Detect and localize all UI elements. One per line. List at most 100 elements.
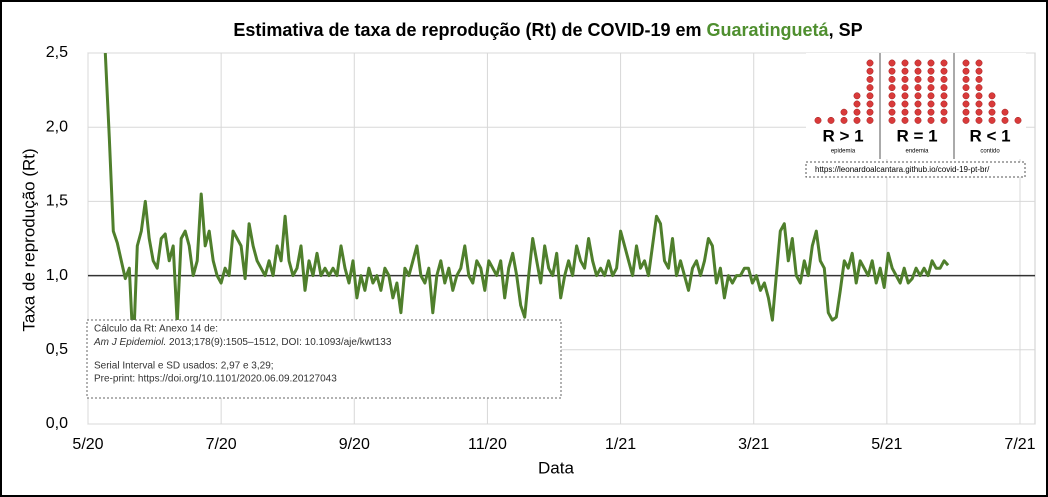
inset-dot <box>840 108 848 116</box>
inset-dot <box>888 92 896 100</box>
inset-dot <box>962 67 970 75</box>
inset-dot <box>940 75 948 83</box>
inset-dot <box>927 59 935 67</box>
inset-dot <box>901 67 909 75</box>
inset-dot <box>1001 116 1009 124</box>
inset-dot <box>901 59 909 67</box>
inset-dot <box>975 59 983 67</box>
inset-dot <box>940 100 948 108</box>
x-tick-label: 5/21 <box>871 436 902 453</box>
annotation: Cálculo da Rt: Anexo 14 de: Am J Epidemi… <box>86 319 562 399</box>
journal: Am J Epidemiol. <box>93 337 166 348</box>
title-text: Estimativa de taxa de reprodução (Rt) de… <box>233 20 706 40</box>
inset-dot <box>866 108 874 116</box>
inset-dot <box>914 116 922 124</box>
inset-dot <box>940 59 948 67</box>
y-axis-label: Taxa de reprodução (Rt) <box>19 148 38 331</box>
inset-dot <box>853 100 861 108</box>
inset-dot <box>927 92 935 100</box>
inset-dot <box>988 92 996 100</box>
inset-dot <box>914 108 922 116</box>
y-tick-label: 0,0 <box>46 415 68 432</box>
inset-dot <box>914 92 922 100</box>
y-tick-label: 2,5 <box>46 44 68 61</box>
inset-dot <box>901 108 909 116</box>
inset-dot <box>927 100 935 108</box>
inset-dot <box>914 100 922 108</box>
inset-dot <box>888 75 896 83</box>
inset-dot <box>975 108 983 116</box>
inset-dot <box>814 116 822 124</box>
inset-dot <box>888 108 896 116</box>
x-tick-label: 7/20 <box>206 436 237 453</box>
inset-dot <box>901 116 909 124</box>
inset-dot <box>940 92 948 100</box>
inset-dot <box>962 59 970 67</box>
inset-dot <box>975 116 983 124</box>
annotation-text: Serial Interval e SD usados: 2,97 e 3,29… <box>94 361 274 372</box>
x-tick-label: 3/21 <box>738 436 769 453</box>
inset-label: R < 1 <box>969 126 1010 145</box>
inset-dot <box>962 92 970 100</box>
annotation-box <box>86 319 562 399</box>
inset-dot <box>914 59 922 67</box>
inset-dot <box>866 59 874 67</box>
inset-dot <box>866 75 874 83</box>
url-box <box>805 161 1026 178</box>
inset-dot <box>914 75 922 83</box>
inset-dot <box>975 75 983 83</box>
inset-url: https://leonardoalcantara.github.io/covi… <box>815 165 990 174</box>
x-axis-label: Data <box>538 458 574 477</box>
inset-dot <box>962 116 970 124</box>
inset-dot <box>827 116 835 124</box>
inset-sublabel: contido <box>980 149 1000 155</box>
inset-dot <box>866 116 874 124</box>
inset-dot <box>975 100 983 108</box>
inset-dot <box>914 67 922 75</box>
inset-dot <box>940 84 948 92</box>
title-highlight: Guaratinguetá <box>707 20 830 40</box>
inset-dot <box>866 67 874 75</box>
inset-dot <box>962 100 970 108</box>
inset-dot <box>901 84 909 92</box>
annotation-text: Cálculo da Rt: Anexo 14 de: <box>94 324 218 335</box>
x-tick-label: 9/20 <box>339 436 370 453</box>
inset-dot <box>888 116 896 124</box>
inset-dot <box>840 116 848 124</box>
chart-title: Estimativa de taxa de reprodução (Rt) de… <box>233 20 862 40</box>
inset-dot <box>866 84 874 92</box>
inset-dot <box>927 67 935 75</box>
inset-dot <box>853 92 861 100</box>
rt-line <box>103 53 950 352</box>
inset-label: R = 1 <box>896 126 937 145</box>
inset-dot <box>901 100 909 108</box>
annotation-text: Am J Epidemiol. 2013;178(9):1505–1512, D… <box>93 337 392 348</box>
inset-sublabel: epidemia <box>831 149 856 155</box>
inset-dot <box>962 84 970 92</box>
inset-dot <box>901 75 909 83</box>
inset: R > 1 R = 1 R < 1 epidemia endemia conti… <box>805 53 1026 178</box>
inset-dot <box>866 92 874 100</box>
inset-dot <box>988 116 996 124</box>
inset-dot <box>914 84 922 92</box>
inset-dot <box>975 92 983 100</box>
inset-dot <box>888 67 896 75</box>
inset-dot <box>866 100 874 108</box>
inset-dot <box>888 100 896 108</box>
plot <box>88 53 1035 352</box>
inset-dot <box>988 108 996 116</box>
citation: 2013;178(9):1505–1512, DOI: 10.1093/aje/… <box>166 337 392 348</box>
x-tick-label: 11/20 <box>468 436 507 453</box>
x-tick-label: 7/21 <box>1004 436 1035 453</box>
annotation-text: Pre-print: https://doi.org/10.1101/2020.… <box>94 374 337 385</box>
inset-dot <box>962 108 970 116</box>
inset-label: R > 1 <box>822 126 863 145</box>
inset-dot <box>927 108 935 116</box>
inset-dot <box>927 84 935 92</box>
inset-dot <box>927 116 935 124</box>
inset-dot <box>940 116 948 124</box>
inset-dot <box>888 84 896 92</box>
inset-dot <box>853 108 861 116</box>
inset-dot <box>962 75 970 83</box>
